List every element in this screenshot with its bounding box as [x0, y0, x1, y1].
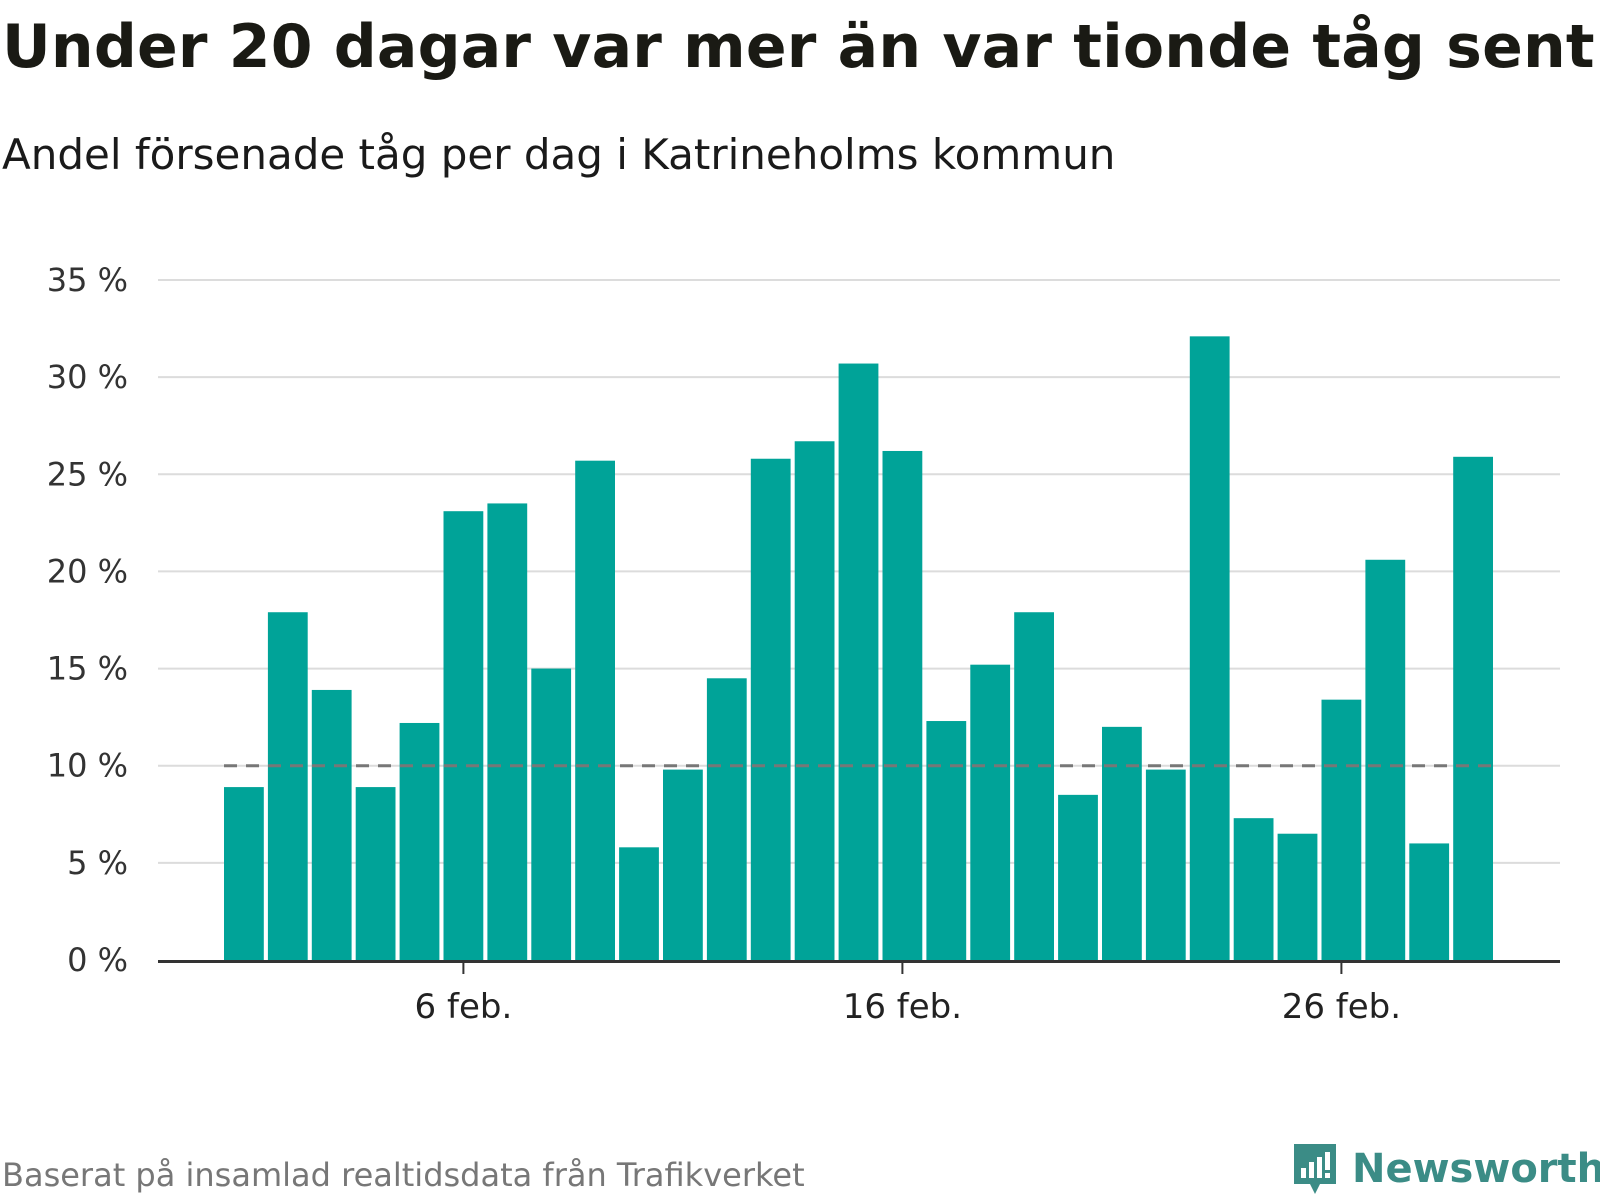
source-note: Baserat på insamlad realtidsdata från Tr…	[2, 1156, 805, 1194]
bar	[1321, 699, 1362, 960]
bar	[706, 678, 747, 960]
brand-logo[interactable]: Newsworthy	[1290, 1140, 1600, 1198]
bar	[1365, 559, 1406, 960]
bar	[1277, 833, 1318, 960]
chart-subtitle: Andel försenade tåg per dag i Katrinehol…	[2, 130, 1116, 179]
x-axis-ticks: 6 feb. 16 feb. 26 feb.	[415, 960, 1401, 1020]
bar	[1058, 794, 1098, 960]
bar	[1014, 612, 1054, 960]
newsworthy-logo-icon	[1294, 1144, 1336, 1194]
bar	[882, 450, 923, 960]
bar	[355, 787, 396, 960]
bar	[794, 441, 835, 960]
chart-title: Under 20 dagar var mer än var tionde tåg…	[2, 12, 1595, 82]
bar	[1233, 818, 1274, 960]
bar	[619, 847, 659, 960]
bar	[267, 612, 308, 960]
y-tick-label: 0 %	[67, 941, 128, 979]
y-tick-label: 25 %	[47, 455, 128, 493]
bar	[575, 460, 615, 960]
y-tick-label: 10 %	[47, 747, 128, 785]
bar	[224, 787, 264, 960]
y-tick-label: 35 %	[47, 261, 128, 299]
x-tick-label: 6 feb.	[415, 987, 513, 1020]
bar	[1409, 843, 1450, 960]
y-tick-label: 30 %	[47, 358, 128, 396]
bar	[443, 511, 484, 960]
bar	[1102, 726, 1142, 960]
bar	[750, 458, 791, 960]
bar	[531, 668, 572, 960]
bar	[399, 722, 440, 960]
bar	[487, 503, 528, 960]
y-tick-label: 20 %	[47, 552, 128, 590]
bar	[838, 363, 879, 960]
bar	[311, 689, 352, 960]
y-axis-ticks: 0 % 5 % 10 % 15 % 20 % 25 % 30 % 35 %	[47, 261, 128, 979]
bars	[224, 336, 1493, 960]
y-tick-label: 5 %	[67, 844, 128, 882]
bar	[663, 769, 703, 960]
x-tick-label: 26 feb.	[1282, 987, 1401, 1020]
y-tick-label: 15 %	[47, 650, 128, 688]
brand-name: Newsworthy	[1352, 1146, 1600, 1192]
x-tick-label: 16 feb.	[843, 987, 962, 1020]
bar	[1145, 769, 1186, 960]
bar	[970, 664, 1011, 960]
bar	[1189, 336, 1230, 960]
bar	[1453, 456, 1493, 960]
bar-chart: 0 % 5 % 10 % 15 % 20 % 25 % 30 % 35 % 6 feb. 16 …	[47, 261, 1560, 1020]
bar	[926, 721, 967, 960]
